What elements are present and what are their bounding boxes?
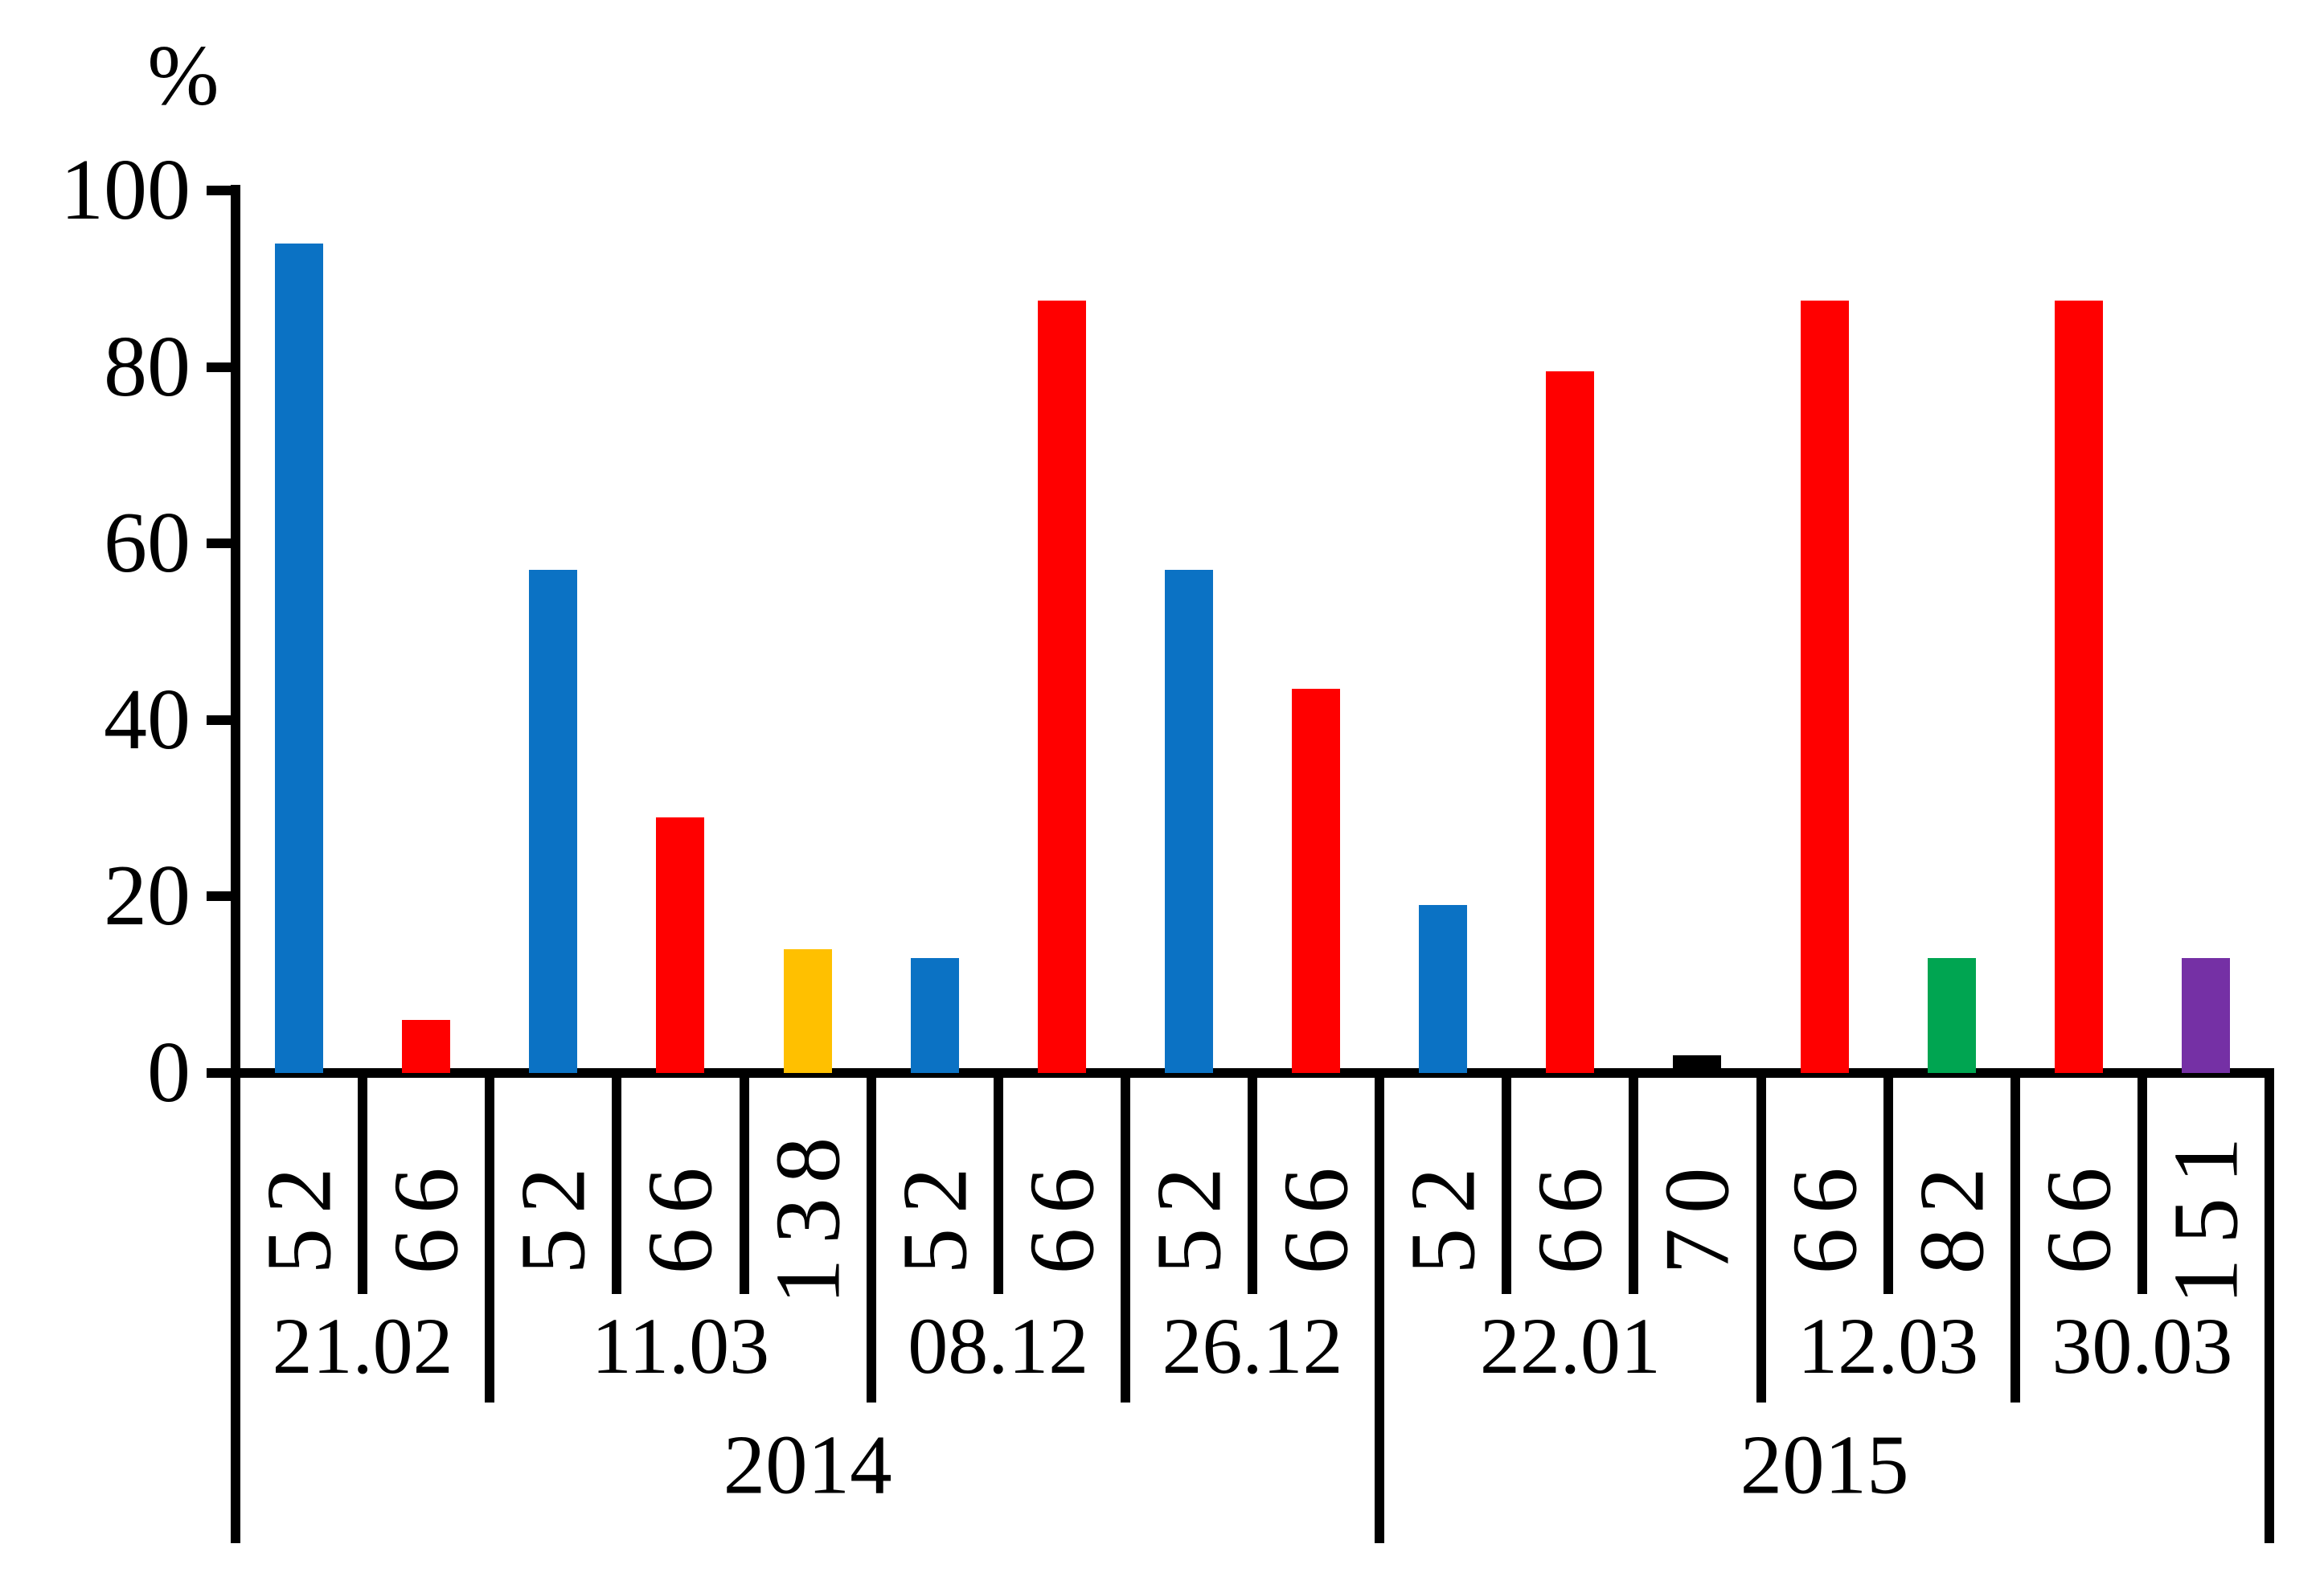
y-tick bbox=[207, 362, 236, 372]
bar-52-11.03 bbox=[529, 570, 578, 1073]
year-separator-line bbox=[1375, 1073, 1385, 1543]
bar-82-12.03 bbox=[1927, 958, 1976, 1073]
bar-separator-line bbox=[1248, 1073, 1257, 1294]
date-separator-line bbox=[1120, 1073, 1130, 1403]
bar-separator-line bbox=[2137, 1073, 2147, 1294]
bar-label: 52 bbox=[248, 1153, 350, 1275]
bar-52-08.12 bbox=[910, 958, 959, 1073]
bar-label: 66 bbox=[629, 1153, 732, 1275]
y-axis-line bbox=[231, 185, 240, 1543]
bar-label: 66 bbox=[1773, 1153, 1876, 1275]
bar-52-21.02 bbox=[275, 243, 324, 1073]
bar-151-30.03 bbox=[2181, 958, 2230, 1073]
y-tick bbox=[207, 539, 236, 549]
y-tick-label: 60 bbox=[104, 495, 191, 592]
bar-66-22.01 bbox=[1546, 371, 1595, 1073]
bar-separator-line bbox=[1502, 1073, 1512, 1294]
bar-label: 82 bbox=[1900, 1153, 2003, 1275]
bar-label: 66 bbox=[375, 1153, 478, 1275]
date-label: 22.01 bbox=[1479, 1301, 1661, 1390]
bar-separator-line bbox=[739, 1073, 749, 1294]
date-label: 08.12 bbox=[908, 1301, 1089, 1390]
bar-70-22.01 bbox=[1673, 1055, 1722, 1073]
date-separator-line bbox=[866, 1073, 876, 1403]
date-label: 12.03 bbox=[1797, 1301, 1979, 1390]
bar-52-22.01 bbox=[1419, 905, 1468, 1073]
y-tick-label: 0 bbox=[147, 1025, 191, 1120]
y-axis-unit-label: % bbox=[147, 28, 219, 124]
y-tick-label: 40 bbox=[104, 671, 191, 768]
date-separator-line bbox=[1756, 1073, 1766, 1403]
bar-66-11.03 bbox=[656, 817, 705, 1073]
bar-separator-line bbox=[993, 1073, 1003, 1294]
bar-label: 52 bbox=[1137, 1153, 1240, 1275]
bar-label: 66 bbox=[1010, 1153, 1113, 1275]
y-tick bbox=[207, 891, 236, 902]
y-tick bbox=[207, 715, 236, 725]
bar-label: 66 bbox=[1519, 1153, 1621, 1275]
date-separator-line bbox=[485, 1073, 495, 1403]
bar-separator-line bbox=[612, 1073, 622, 1294]
bar-label: 138 bbox=[756, 1122, 859, 1305]
bar-label: 66 bbox=[2027, 1153, 2130, 1275]
y-tick bbox=[207, 1068, 236, 1078]
bar-66-30.03 bbox=[2054, 301, 2103, 1073]
bar-66-08.12 bbox=[1037, 301, 1086, 1073]
bar-52-26.12 bbox=[1164, 570, 1213, 1073]
bar-label: 52 bbox=[502, 1153, 605, 1275]
bar-66-26.12 bbox=[1292, 689, 1341, 1073]
y-tick bbox=[207, 186, 236, 195]
y-tick-label: 80 bbox=[104, 318, 191, 415]
bar-66-21.02 bbox=[402, 1020, 451, 1073]
bar-label: 52 bbox=[1392, 1153, 1494, 1275]
year-label: 2014 bbox=[723, 1417, 892, 1512]
bar-label: 70 bbox=[1646, 1153, 1748, 1275]
year-label: 2015 bbox=[1740, 1417, 1909, 1512]
axis-right-edge-line bbox=[2265, 1073, 2274, 1543]
bar-separator-line bbox=[1629, 1073, 1639, 1294]
date-label: 30.03 bbox=[2051, 1301, 2233, 1390]
bar-label: 66 bbox=[1264, 1153, 1367, 1275]
bar-66-12.03 bbox=[1800, 301, 1849, 1073]
date-label: 21.02 bbox=[272, 1301, 453, 1390]
y-tick-label: 20 bbox=[104, 848, 191, 944]
bar-separator-line bbox=[358, 1073, 368, 1294]
bar-separator-line bbox=[1883, 1073, 1893, 1294]
date-label: 26.12 bbox=[1162, 1301, 1343, 1390]
date-label: 11.03 bbox=[591, 1301, 770, 1390]
bar-label: 151 bbox=[2154, 1122, 2257, 1305]
bar-label: 52 bbox=[883, 1153, 986, 1275]
y-tick-label: 100 bbox=[60, 142, 191, 238]
date-separator-line bbox=[2010, 1073, 2020, 1403]
bar-138-11.03 bbox=[783, 949, 832, 1073]
